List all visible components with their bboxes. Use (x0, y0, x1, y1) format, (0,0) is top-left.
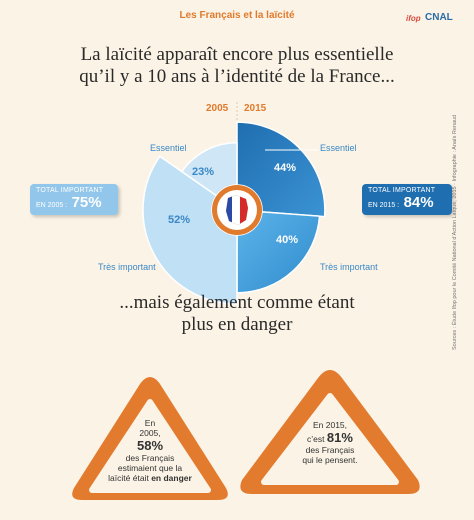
tri2005-l5: laïcité était (108, 473, 149, 483)
tri2015-l1: En 2015, (312, 420, 348, 430)
label-tres-important-2005: Très important (98, 262, 156, 272)
total-2005-label: TOTAL IMPORTANT (36, 187, 104, 194)
tri2005-l3: des Français (125, 453, 175, 463)
tri2005-l5-bold: en danger (151, 473, 192, 483)
tri2015-l2-wrap: c’est 81% (280, 430, 380, 445)
headline-bottom: ...mais également comme étant plus en da… (60, 292, 414, 336)
cnal-logo: CNAL (425, 12, 453, 23)
year-2005-label: 2005 (206, 103, 229, 114)
headline-top: La laïcité apparaît encore plus essentie… (40, 44, 434, 88)
tri2015-pct: 81% (326, 430, 353, 445)
page-title: Les Français et la laïcité (179, 10, 295, 21)
headline-bottom-line2: plus en danger (181, 314, 293, 335)
value-2015-tres: 40% (276, 234, 299, 246)
total-2015-prefix: EN 2015 : (368, 202, 400, 209)
triangle-2015-inner (261, 393, 399, 485)
france-flag-icon (225, 194, 249, 226)
ifop-logo: ifop (406, 14, 421, 23)
tri2005-l2: 2005, (139, 428, 161, 438)
value-2005-tres: 52% (168, 214, 191, 226)
total-important-2015-box: TOTAL IMPORTANT EN 2015 : 84% (362, 184, 452, 215)
value-2005-essentiel: 23% (192, 166, 215, 178)
headline-bottom-line1: ...mais également comme étant (119, 292, 355, 313)
triangle-2015-text: En 2015, c’est 81% des Français qui le p… (280, 420, 380, 465)
sources-text: Sources : Étude Ifop pour le Comité Nati… (452, 114, 458, 350)
headline-top-line2: qu’il y a 10 ans à l’identité de la Fran… (79, 66, 395, 87)
tri2015-l4: qui le pensent. (302, 455, 358, 465)
triangle-2005-text: En 2005, 58% des Français estimaient que… (92, 418, 208, 483)
headline-top-line1: La laïcité apparaît encore plus essentie… (80, 44, 394, 65)
tri2015-l3: des Français (305, 445, 355, 455)
tri2015-l2: c’est (307, 434, 325, 444)
sources-note: Sources : Étude Ifop pour le Comité Nati… (452, 114, 466, 350)
year-2015-label: 2015 (244, 103, 267, 114)
triangle-2005-inner (89, 399, 211, 493)
total-2015-value: 84% (403, 194, 434, 211)
label-essentiel-2005: Essentiel (150, 143, 187, 153)
label-essentiel-2015: Essentiel (320, 143, 357, 153)
label-tres-important-2015: Très important (320, 262, 378, 272)
total-important-2005-box: TOTAL IMPORTANT EN 2005 : 75% (30, 184, 118, 215)
tri2005-l5-wrap: laïcité était en danger (92, 473, 208, 483)
total-2005-prefix: EN 2005 : (36, 202, 68, 209)
tri2005-pct: 58% (136, 438, 164, 453)
tri2005-l4: estimaient que la (117, 463, 183, 473)
total-2005-value: 75% (71, 194, 102, 211)
total-2015-label: TOTAL IMPORTANT (368, 187, 436, 194)
tri2005-l1: En (144, 418, 156, 428)
value-2015-essentiel: 44% (274, 162, 297, 174)
